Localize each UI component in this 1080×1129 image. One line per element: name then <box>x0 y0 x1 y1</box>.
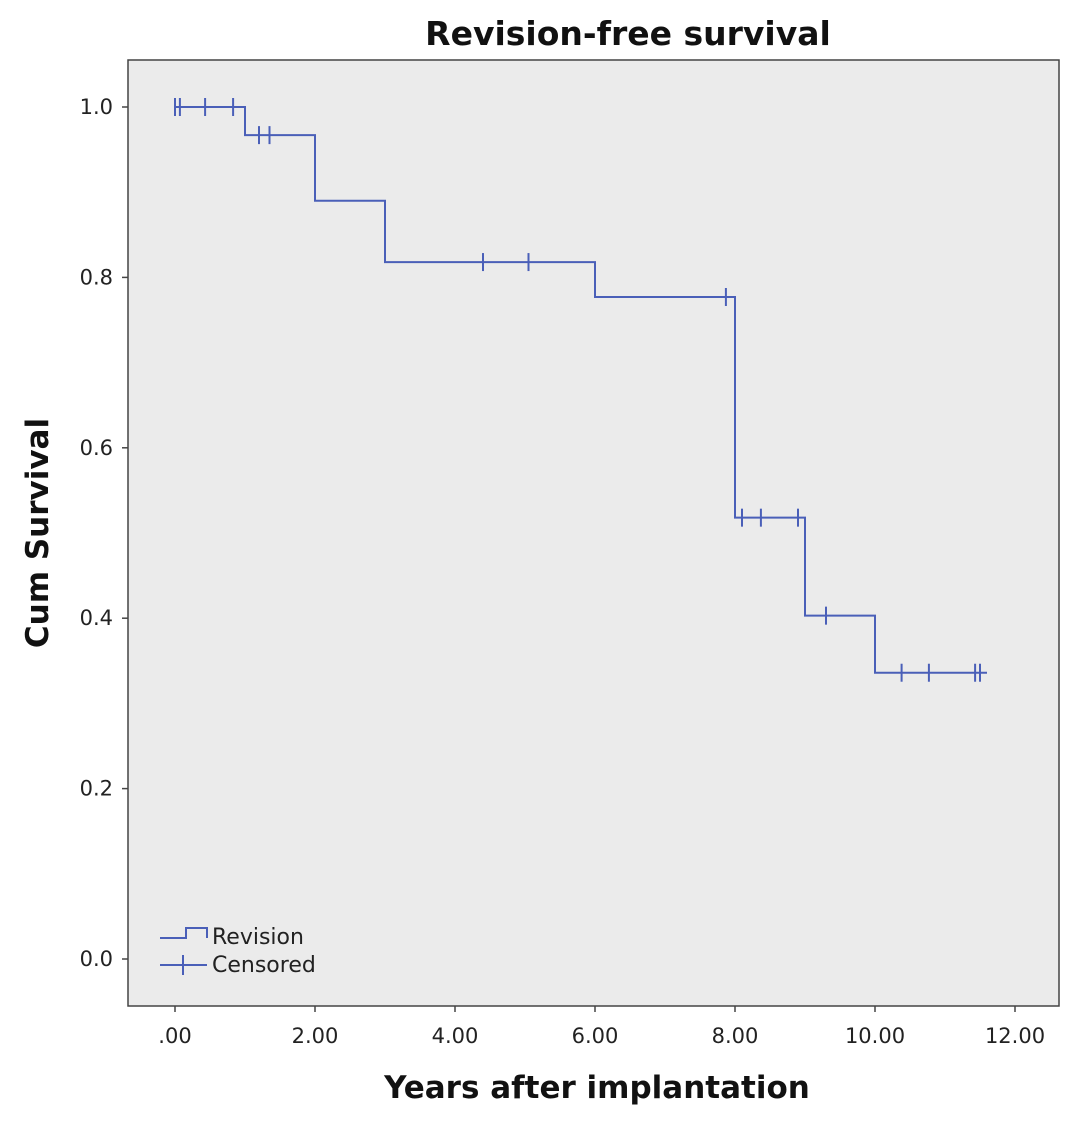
legend-revision-label: Revision <box>212 925 304 950</box>
y-tick-label: 0.2 <box>80 777 113 801</box>
y-tick-label: 0.0 <box>80 947 113 971</box>
plot-area <box>127 59 1060 1007</box>
x-axis: .00 2.00 4.00 6.00 8.00 10.00 12.00 <box>158 1006 1045 1048</box>
x-tick-label: .00 <box>158 1024 191 1048</box>
y-tick-label: 0.4 <box>80 606 113 630</box>
x-tick-label: 4.00 <box>432 1024 479 1048</box>
revision-step-line <box>175 106 987 674</box>
y-tick-label: 0.8 <box>80 265 113 289</box>
legend-revision-icon <box>160 927 208 939</box>
x-tick-label: 2.00 <box>292 1024 339 1048</box>
y-axis-label: Cum Survival <box>20 418 56 648</box>
x-tick-label: 8.00 <box>712 1024 759 1048</box>
legend-censored-label: Censored <box>212 953 316 978</box>
x-axis-label: Years after implantation <box>383 1070 810 1106</box>
y-tick-label: 1.0 <box>80 95 113 119</box>
x-tick-label: 12.00 <box>985 1024 1045 1048</box>
y-axis: 0.0 0.2 0.4 0.6 0.8 1.0 <box>80 95 128 971</box>
legend: Revision Censored <box>160 925 316 978</box>
chart-title: Revision-free survival <box>425 14 831 53</box>
x-tick-label: 6.00 <box>572 1024 619 1048</box>
y-tick-label: 0.6 <box>80 436 113 460</box>
series-layer <box>174 98 987 682</box>
x-tick-label: 10.00 <box>845 1024 905 1048</box>
